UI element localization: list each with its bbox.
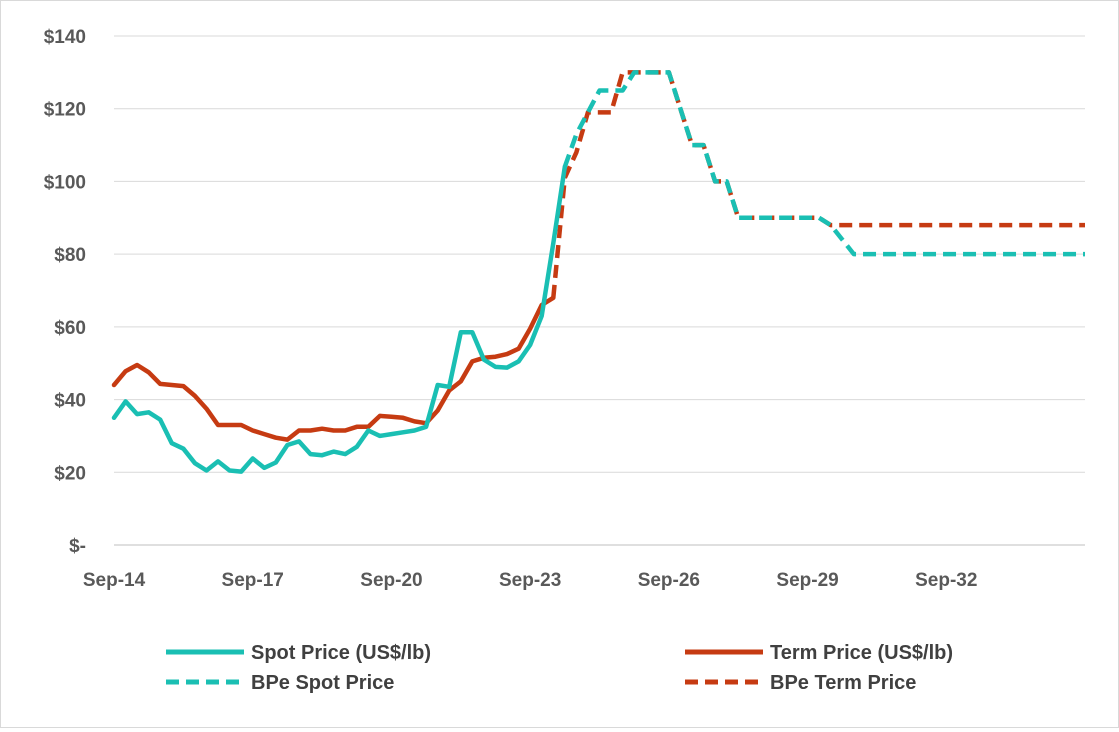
- y-tick-label: $-: [69, 536, 86, 557]
- legend-label: Term Price (US$/lb): [770, 642, 953, 664]
- legend-item: BPe Spot Price: [166, 672, 394, 694]
- x-tick-label: Sep-32: [915, 570, 977, 591]
- series-lines: [111, 70, 1085, 474]
- series-line-term-price-us-lb: [111, 295, 556, 442]
- series-line-bpe-term-price: [551, 70, 1085, 299]
- series-line-bpe-spot-price: [562, 70, 1085, 257]
- x-tick-label: Sep-29: [776, 570, 838, 591]
- x-tick-label: Sep-23: [499, 570, 561, 591]
- x-tick-label: Sep-17: [222, 570, 284, 591]
- series-line-spot-price-us-lb: [111, 164, 568, 474]
- y-tick-label: $60: [54, 318, 86, 339]
- y-tick-label: $120: [44, 100, 86, 121]
- y-axis-tick-labels: $- $20 $40 $60 $80 $100 $120 $140: [44, 27, 86, 557]
- x-axis-tick-labels: Sep-14 Sep-17 Sep-20 Sep-23 Sep-26 Sep-29 Sep-…: [83, 570, 978, 591]
- y-tick-label: $40: [54, 391, 86, 412]
- y-tick-label: $20: [54, 463, 86, 484]
- legend-item: Term Price (US$/lb): [685, 642, 953, 664]
- y-tick-label: $140: [44, 27, 86, 48]
- legend-label: BPe Spot Price: [251, 672, 394, 694]
- y-tick-label: $100: [44, 172, 86, 193]
- x-tick-label: Sep-14: [83, 570, 146, 591]
- y-tick-label: $80: [54, 245, 86, 266]
- legend-label: BPe Term Price: [770, 672, 916, 694]
- x-tick-label: Sep-20: [360, 570, 422, 591]
- legend-item: Spot Price (US$/lb): [166, 642, 431, 664]
- legend-label: Spot Price (US$/lb): [251, 642, 431, 664]
- legend: Spot Price (US$/lb) Term Price (US$/lb) BP…: [166, 642, 953, 694]
- legend-item: BPe Term Price: [685, 672, 916, 694]
- gridlines: [114, 35, 1085, 546]
- x-tick-label: Sep-26: [638, 570, 700, 591]
